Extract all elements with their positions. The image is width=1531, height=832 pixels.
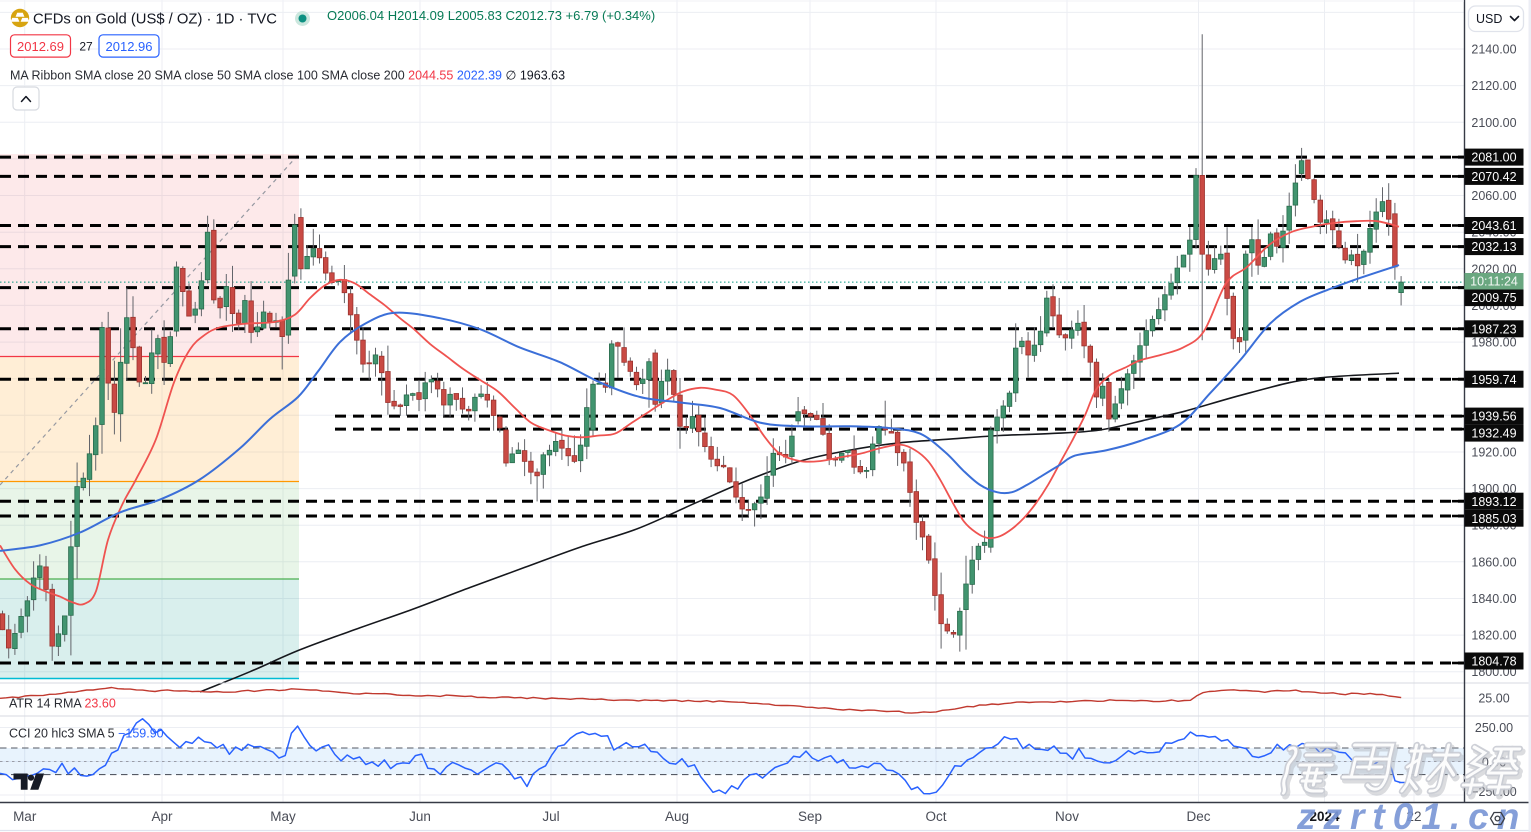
svg-text:Jul: Jul	[542, 809, 559, 824]
svg-text:1939.56: 1939.56	[1471, 410, 1516, 424]
svg-text:Jun: Jun	[409, 809, 431, 824]
svg-text:22: 22	[1406, 809, 1421, 824]
svg-text:Nov: Nov	[1055, 809, 1079, 824]
svg-text:USD: USD	[1476, 12, 1502, 26]
svg-text:27: 27	[79, 40, 93, 54]
svg-text:1900.00: 1900.00	[1471, 482, 1516, 496]
svg-text:2012.96: 2012.96	[106, 39, 153, 54]
svg-text:2060.00: 2060.00	[1471, 189, 1516, 203]
svg-text:2070.42: 2070.42	[1471, 170, 1516, 184]
svg-text:2120.00: 2120.00	[1471, 79, 1516, 93]
svg-text:CFDs on Gold (US$ / OZ) · 1D ·: CFDs on Gold (US$ / OZ) · 1D · TVC	[33, 12, 277, 28]
svg-text:2043.61: 2043.61	[1471, 219, 1516, 233]
svg-text:25.00: 25.00	[1478, 692, 1509, 706]
svg-text:1820.00: 1820.00	[1471, 629, 1516, 643]
svg-text:CCI 20 hlc3 SMA 5 −159.90: CCI 20 hlc3 SMA 5 −159.90	[9, 727, 164, 741]
svg-text:O2006.04 H2014.09 L2005.83: O2006.04 H2014.09 L2005.83 C2012.73 +6.7…	[327, 8, 655, 23]
svg-text:Dec: Dec	[1186, 809, 1210, 824]
svg-text:2032.13: 2032.13	[1471, 240, 1516, 254]
svg-text:1840.00: 1840.00	[1471, 592, 1516, 606]
svg-text:2100.00: 2100.00	[1471, 116, 1516, 130]
svg-text:1893.12: 1893.12	[1471, 495, 1516, 509]
svg-text:zzrt01.cn: zzrt01.cn	[1296, 796, 1527, 832]
svg-text:1932.49: 1932.49	[1471, 427, 1516, 441]
svg-text:250.00: 250.00	[1475, 721, 1513, 735]
svg-text:1804.78: 1804.78	[1471, 655, 1516, 669]
svg-text:May: May	[270, 809, 296, 824]
svg-text:1920.00: 1920.00	[1471, 446, 1516, 460]
svg-text:Mar: Mar	[13, 809, 37, 824]
svg-text:Oct: Oct	[925, 809, 946, 824]
svg-text:1885.03: 1885.03	[1471, 512, 1516, 526]
svg-text:1860.00: 1860.00	[1471, 555, 1516, 569]
svg-text:2140.00: 2140.00	[1471, 43, 1516, 57]
svg-text:Sep: Sep	[798, 809, 822, 824]
svg-text:2020.00: 2020.00	[1471, 262, 1516, 276]
svg-text:2081.00: 2081.00	[1471, 151, 1516, 165]
svg-text:Apr: Apr	[151, 809, 173, 824]
svg-text:Aug: Aug	[665, 809, 689, 824]
svg-text:2012.69: 2012.69	[17, 39, 64, 54]
svg-text:ATR 14 RMA 23.60: ATR 14 RMA 23.60	[9, 697, 116, 711]
svg-text:1980.00: 1980.00	[1471, 336, 1516, 350]
svg-text:2024: 2024	[1309, 809, 1340, 824]
svg-text:1987.23: 1987.23	[1471, 322, 1516, 336]
svg-text:2009.75: 2009.75	[1471, 291, 1516, 305]
svg-text:1959.74: 1959.74	[1471, 373, 1516, 387]
svg-text:10:11:24: 10:11:24	[1470, 275, 1518, 289]
svg-text:MA Ribbon SMA close 20 SMA clo: MA Ribbon SMA close 20 SMA close 50 SMA …	[10, 69, 565, 83]
